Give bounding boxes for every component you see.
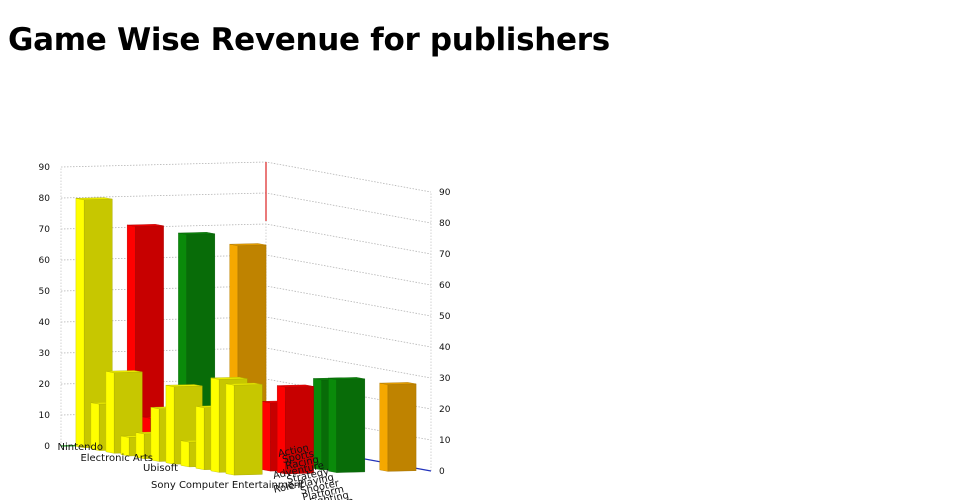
bar-face-left (105, 370, 115, 454)
z-tick-label: 50 (39, 287, 51, 297)
bar (328, 377, 365, 473)
bar-face-top (225, 382, 263, 386)
genre-label: Fighting (309, 490, 350, 500)
z-tick-label: 40 (39, 318, 51, 328)
z-tick-label: 60 (439, 281, 451, 291)
bar-face-top (165, 384, 203, 387)
bar (225, 382, 263, 476)
bar (277, 384, 314, 475)
bar-face-top (379, 382, 417, 385)
bar-face-top (127, 224, 164, 227)
page-title: Game Wise Revenue for publishers (8, 22, 610, 58)
bar-face-right (387, 383, 417, 472)
z-axis-ticks-right: 0 10 20 30 40 50 60 70 80 90 (439, 188, 451, 477)
z-tick-label: 30 (39, 349, 51, 359)
bar-face-top (229, 243, 267, 246)
z-tick-label: 40 (439, 343, 451, 353)
z-tick-label: 80 (439, 219, 451, 229)
bar (75, 197, 113, 449)
bar-face-top (210, 376, 248, 380)
bar (379, 382, 417, 472)
z-tick-label: 30 (439, 374, 451, 384)
publisher-label: Sony Computer Entertainment (151, 480, 304, 491)
z-tick-label: 90 (439, 188, 451, 198)
z-tick-label: 80 (39, 194, 51, 204)
publisher-label: Nintendo (58, 442, 103, 453)
bar-face-left (379, 382, 389, 472)
bar-face-left (195, 405, 205, 470)
bar-face-left (262, 401, 271, 472)
z-tick-label: 60 (39, 256, 51, 266)
bar-face-top (105, 370, 143, 373)
grid-line (60, 192, 432, 224)
genre-labels: ActionSportsRacingAdventureStrategyRole-… (272, 443, 355, 500)
bar-face-left (210, 377, 220, 473)
bar-face-top (277, 384, 314, 388)
z-tick-label: 20 (39, 380, 51, 390)
bar-face-top (328, 377, 365, 380)
bar-face-right (233, 384, 263, 476)
bar-face-left (225, 383, 235, 476)
z-tick-label: 50 (439, 312, 451, 322)
z-tick-label: 10 (39, 411, 51, 421)
z-tick-label: 70 (39, 225, 51, 235)
publisher-label: Ubisoft (143, 463, 178, 474)
bar-face-right (336, 378, 365, 473)
z-tick-label: 70 (439, 250, 451, 260)
bar-face-top (178, 232, 215, 235)
publisher-label: Electronic Arts (80, 453, 153, 464)
bar-face-left (180, 440, 190, 468)
bar-face-left (165, 384, 175, 465)
z-tick-label: 0 (439, 467, 445, 477)
z-axis-ticks-left: 0 10 20 30 40 50 60 70 80 90 (39, 163, 51, 452)
bar-face-left (75, 198, 85, 449)
grid-line (60, 161, 432, 193)
z-tick-label: 10 (439, 436, 451, 446)
bars (75, 197, 417, 476)
z-tick-label: 20 (439, 405, 451, 415)
bar-face-top (75, 197, 113, 201)
z-tick-label: 0 (44, 442, 50, 452)
bar-face-left (328, 377, 337, 473)
bar (105, 370, 143, 454)
z-tick-label: 90 (39, 163, 51, 173)
